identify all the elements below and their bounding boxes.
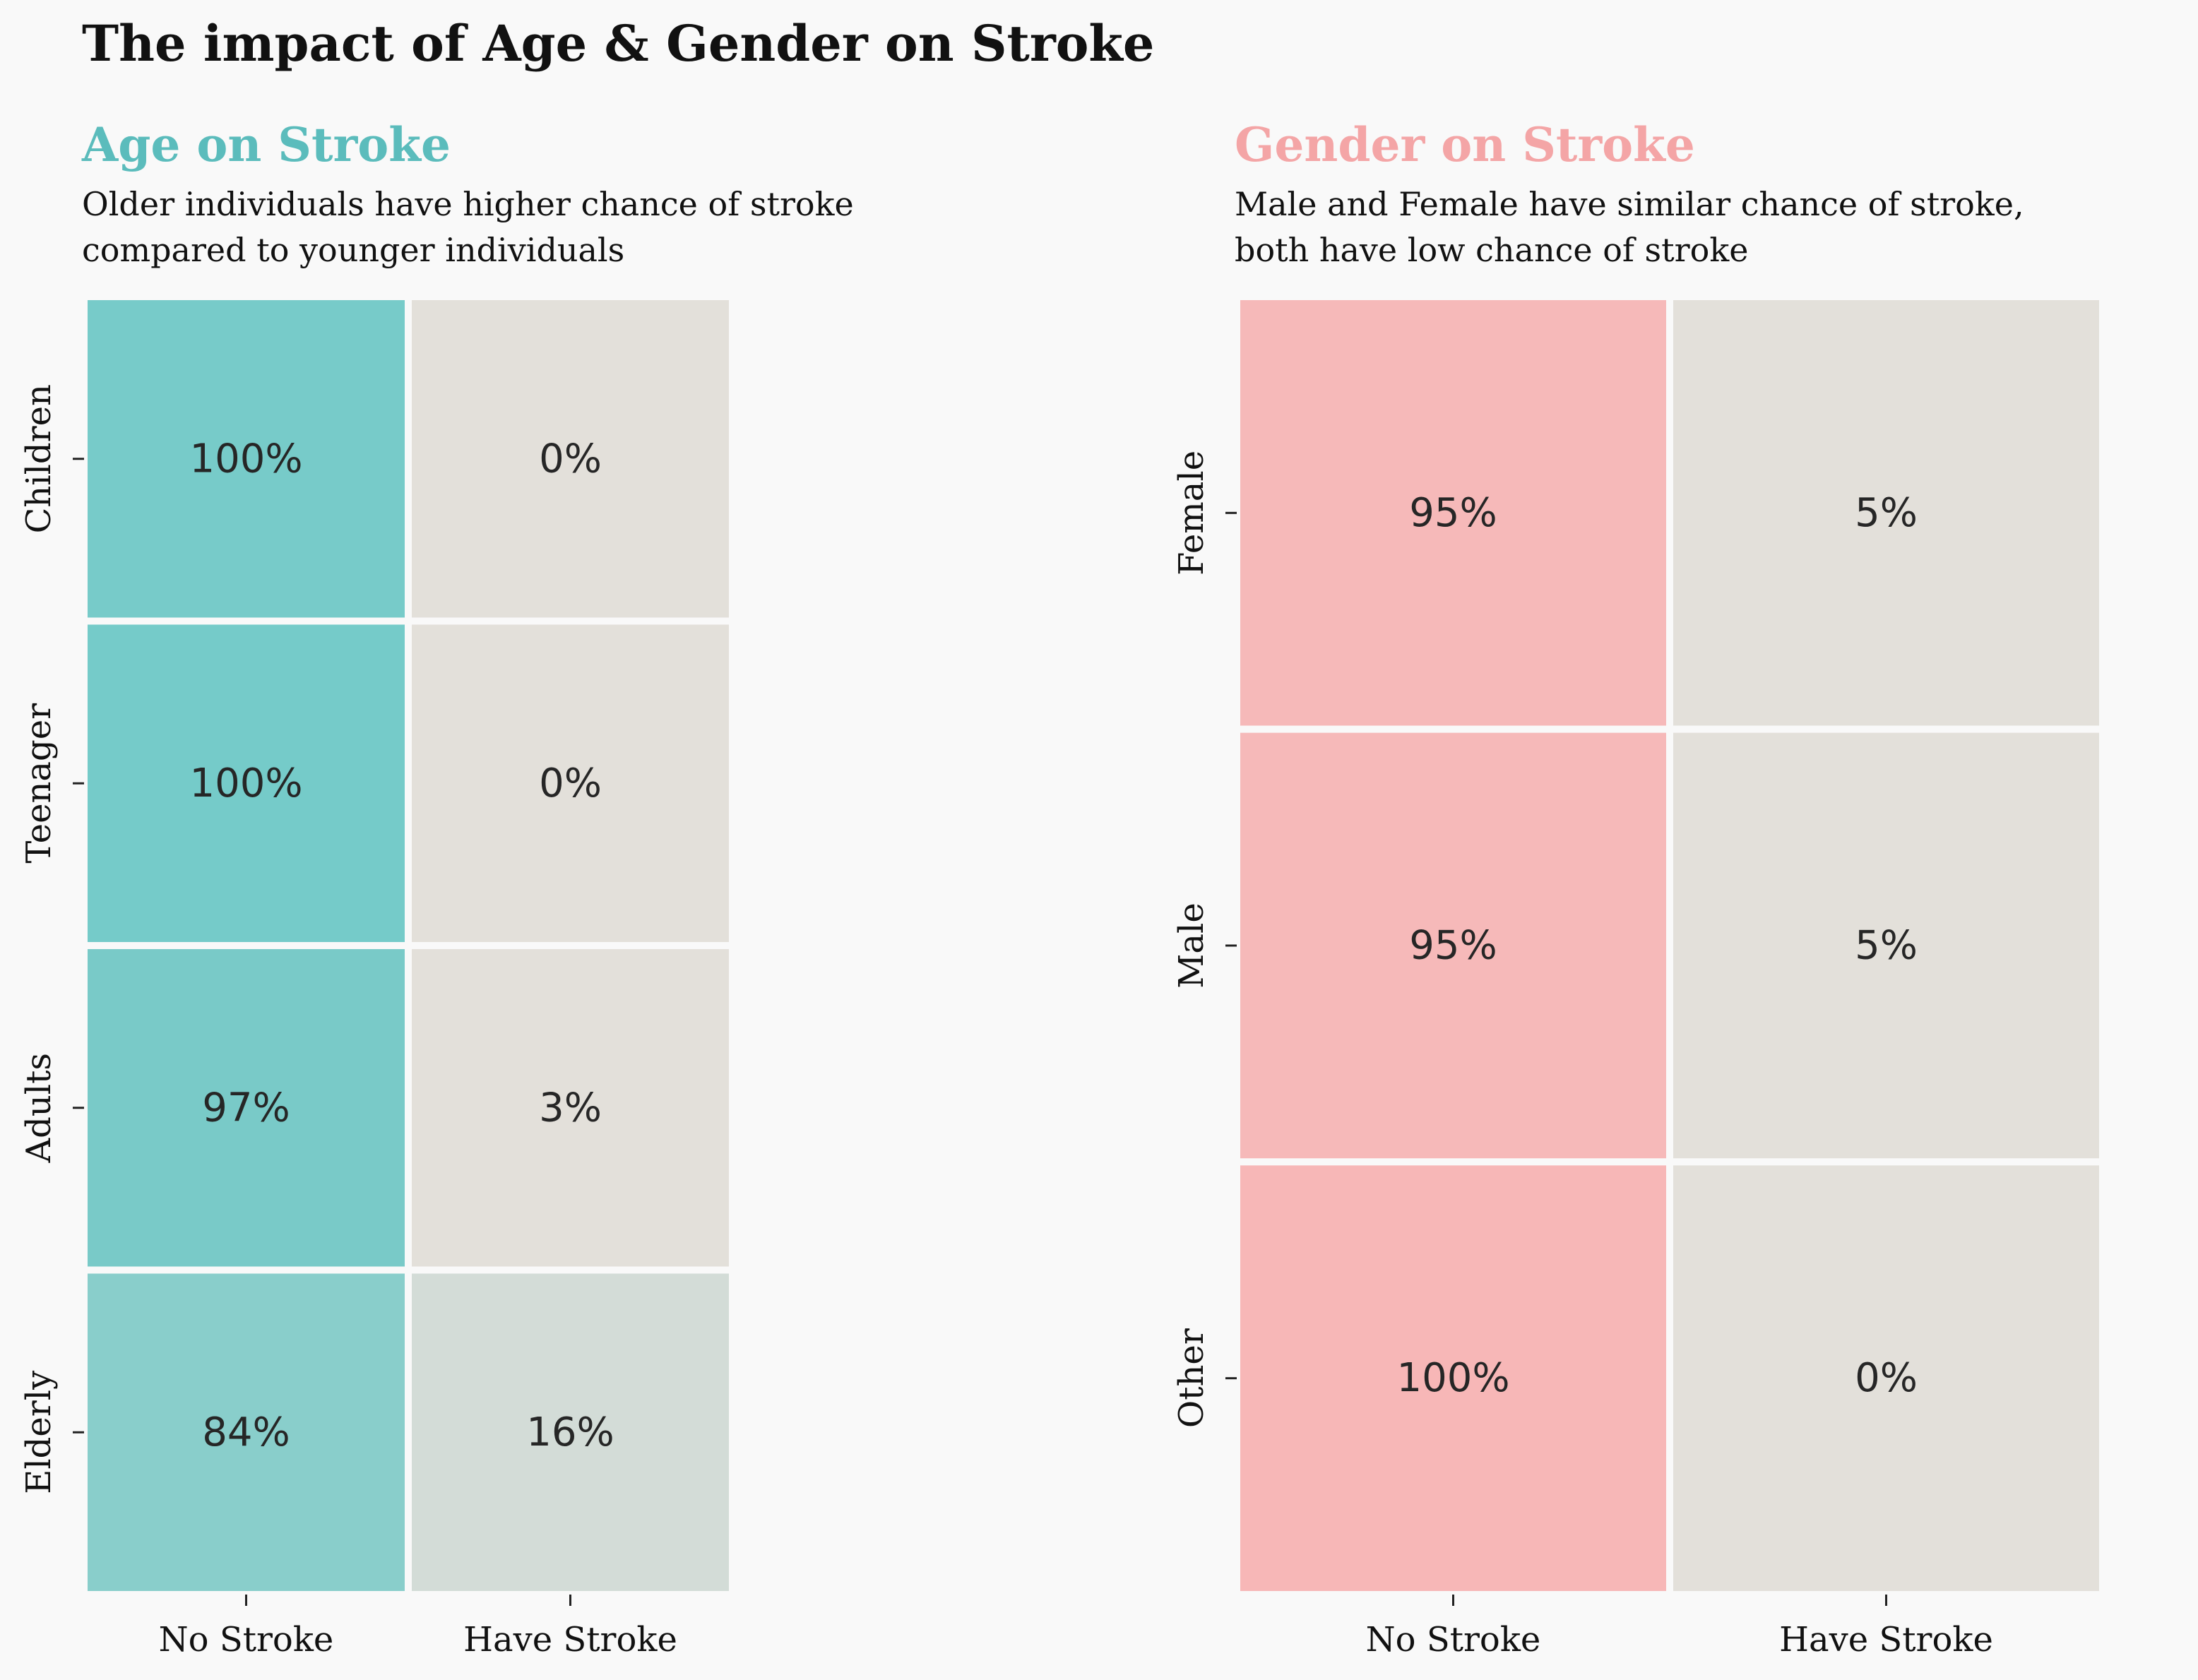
- gender-y-tick-label: Other: [1172, 1328, 1211, 1428]
- gender-panel-subtitle-line-1: Male and Female have similar chance of s…: [1235, 185, 2024, 223]
- age-y-tick-label: Elderly: [19, 1371, 59, 1494]
- gender-cell-label: 5%: [1855, 490, 1918, 536]
- age-cell-label: 84%: [202, 1410, 290, 1455]
- age-panel-subtitle-line-1: Older individuals have higher chance of …: [82, 185, 854, 223]
- age-heatmap-cell: [81, 617, 412, 949]
- age-panel: Age on Stroke Older individuals have hig…: [19, 117, 854, 1660]
- age-cell-label: 16%: [526, 1410, 614, 1455]
- gender-panel: Gender on Stroke Male and Female have si…: [1172, 117, 2106, 1660]
- age-panel-title: Age on Stroke: [81, 117, 451, 172]
- age-heatmap-cell: [405, 293, 736, 625]
- age-cell-label: 100%: [189, 436, 302, 482]
- gender-heatmap-cell: [1666, 725, 2106, 1166]
- age-cell-label: 3%: [539, 1085, 602, 1131]
- gender-cell-label: 100%: [1396, 1355, 1509, 1401]
- age-heatmap-cell: [81, 293, 412, 625]
- age-heatmap-cell: [405, 1266, 736, 1598]
- gender-cell-label: 95%: [1409, 490, 1497, 536]
- gender-heatmap-cell: [1666, 293, 2106, 733]
- age-cell-label: 97%: [202, 1085, 290, 1131]
- gender-heatmap: 95% 5% 95% 5% 100% 0% No Stroke Have Stroke Fema…: [1172, 293, 2106, 1660]
- age-heatmap: 100% 0% 100% 0% 97% 3% 84% 16% No Stroke Have Str…: [19, 293, 736, 1660]
- age-panel-subtitle-line-2: compared to younger individuals: [82, 231, 624, 269]
- gender-x-tick-label: No Stroke: [1366, 1620, 1541, 1660]
- age-cell-label: 0%: [539, 436, 602, 482]
- age-y-tick-label: Children: [19, 384, 59, 533]
- age-x-tick-label: No Stroke: [159, 1620, 334, 1660]
- age-cell-label: 0%: [539, 761, 602, 806]
- gender-panel-subtitle-line-2: both have low chance of stroke: [1235, 231, 1748, 269]
- age-x-tick-label: Have Stroke: [463, 1620, 677, 1660]
- age-cell-label: 100%: [189, 761, 302, 806]
- gender-heatmap-cell: [1666, 1158, 2106, 1599]
- gender-panel-title: Gender on Stroke: [1235, 117, 1695, 172]
- gender-y-tick-label: Male: [1172, 902, 1211, 989]
- gender-cell-label: 95%: [1409, 923, 1497, 969]
- figure-title: The impact of Age & Gender on Stroke: [82, 14, 1154, 73]
- gender-cell-label: 5%: [1855, 923, 1918, 969]
- gender-cell-label: 0%: [1855, 1355, 1918, 1401]
- gender-x-tick-label: Have Stroke: [1779, 1620, 1993, 1660]
- gender-y-tick-label: Female: [1172, 451, 1211, 576]
- age-y-tick-label: Adults: [19, 1053, 59, 1164]
- age-y-tick-label: Teenager: [19, 703, 59, 864]
- gender-heatmap-cell: [1233, 725, 1673, 1166]
